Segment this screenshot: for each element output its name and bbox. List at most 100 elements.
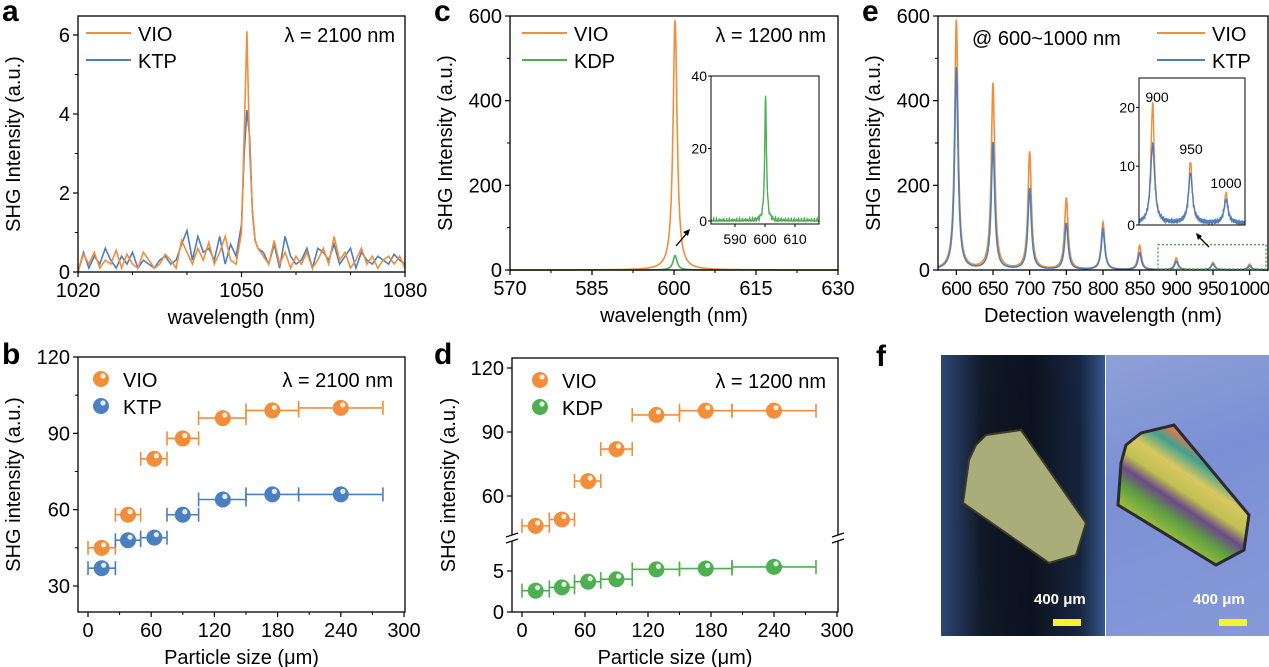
panel-b-x-axis-label: Particle size (μm) (164, 647, 319, 667)
panel-b-point-ktp (146, 529, 163, 546)
panel-b-y-tick-label: 60 (48, 500, 70, 522)
panel-b-point-ktp (174, 506, 191, 523)
panel-a-x-tick-label: 1020 (56, 280, 101, 302)
panel-e-inset-frame (1138, 77, 1246, 226)
panel-b-point-ktp-highlight (222, 493, 228, 500)
panel-e-x-tick-label: 700 (1015, 279, 1045, 300)
panel-b-point-vio (120, 506, 137, 523)
panel-d-y-tick-label: 60 (482, 486, 504, 508)
panel-e-inset-peak-label: 1000 (1210, 175, 1241, 191)
panel-d-point-kdp-body (766, 558, 782, 575)
panel-d-axis-break-gap-left (506, 535, 518, 541)
panel-d-point-vio-highlight (587, 475, 593, 481)
panel-e-inset-y-tick-label: 20 (1119, 99, 1135, 115)
panel-b-point-vio (93, 539, 110, 556)
panel-d-point-kdp-body (580, 573, 597, 590)
panel-b-point-ktp (264, 486, 281, 503)
panel-b-legend-marker-ktp (93, 398, 109, 414)
panel-d-point-vio-body (553, 511, 570, 528)
panel-e-x-axis-label: Detection wavelength (nm) (984, 305, 1222, 327)
panel-b-x-tick-label: 240 (324, 620, 357, 642)
panel-c-y-tick-label: 600 (469, 6, 502, 28)
panel-b-point-ktp (120, 532, 137, 549)
micrograph-brightfield: 400 μm (941, 355, 1105, 636)
panel-d-legend-marker-kdp-body (532, 399, 548, 415)
panel-d-point-vio-body (580, 473, 597, 490)
panel-d-y-tick-label: 5 (493, 561, 504, 583)
panel-b-point-ktp-body (264, 486, 281, 503)
panel-c-x-tick-label: 600 (657, 278, 690, 300)
panel-b-point-vio-highlight (153, 453, 159, 459)
panel-d-legend-marker-kdp (532, 399, 548, 415)
panel-e-y-axis-label: SHG Intensity (a.u.) (863, 55, 885, 231)
panel-c-inset-x-tick-label: 600 (753, 231, 777, 247)
panel-d-point-vio-body (608, 441, 625, 458)
panel-a-y-tick-label: 0 (59, 262, 70, 284)
panel-e-inset-arrowhead (1196, 233, 1202, 240)
panel-e-annotation: @ 600~1000 nm (972, 28, 1121, 50)
panel-d-axis-break-mark (505, 532, 519, 538)
panel-b-point-vio-body (332, 399, 349, 416)
panel-d-legend-marker-vio-highlight (539, 374, 545, 380)
panel-b-x-tick-label: 0 (82, 620, 93, 642)
panel-b-legend-label-ktp: KTP (123, 397, 162, 419)
panel-b-x-tick-label: 120 (198, 620, 231, 642)
panel-e-inset-arrow (1198, 236, 1210, 248)
panel-d-point-vio (608, 441, 625, 458)
panel-b-point-ktp (93, 560, 110, 577)
panel-c-x-tick-label: 585 (575, 278, 608, 300)
panel-b-legend-label-vio: VIO (123, 370, 157, 392)
panel-d-point-vio-highlight (535, 520, 541, 526)
panel-d-point-kdp (697, 560, 714, 577)
panel-b-point-ktp-highlight (101, 562, 107, 568)
panel-b-point-vio-highlight (101, 542, 107, 548)
panel-e-inset-series-vio (1138, 101, 1246, 226)
panel-b-point-vio (264, 402, 281, 419)
panel-d-point-kdp-highlight (587, 576, 593, 582)
panel-c-inset-y-tick-label: 20 (691, 141, 707, 157)
panel-d-point-vio-highlight (773, 405, 779, 411)
panel-e-x-tick-label: 850 (1125, 279, 1155, 300)
panel-d-x-tick-label: 60 (574, 620, 596, 642)
panel-label-b: b (2, 338, 21, 371)
panel-e-x-tick-label: 900 (1161, 279, 1191, 300)
panel-b-point-ktp-highlight (127, 534, 133, 540)
panel-b-legend-marker-vio (93, 371, 109, 387)
panel-a-annotation: λ = 2100 nm (284, 25, 395, 47)
panel-b-point-vio-body (174, 430, 191, 447)
panel-b-legend-marker-ktp-body (93, 398, 109, 414)
panel-e-inset-peak-label: 950 (1179, 141, 1203, 157)
panel-c-y-tick-label: 400 (469, 91, 502, 113)
panel-d-point-kdp-highlight (615, 573, 622, 579)
panel-b-point-vio-highlight (182, 432, 188, 439)
panel-d-point-kdp-body (527, 582, 544, 599)
panel-b-y-tick-label: 90 (48, 423, 70, 445)
panel-b-point-vio-highlight (222, 412, 228, 418)
panel-a-y-tick-label: 2 (59, 183, 70, 205)
panel-e-y-tick-label: 0 (919, 260, 930, 282)
panel-c-inset-x-tick-label: 610 (783, 231, 807, 247)
panel-e-y-tick-label: 400 (897, 91, 930, 113)
panel-b-x-tick-label: 300 (387, 620, 420, 642)
panel-d-axis-break-gap-right (832, 535, 844, 541)
panel-b-point-vio (332, 399, 349, 416)
panel-e-zoom-region-box (1157, 243, 1267, 270)
panel-b-point-vio-body (146, 450, 163, 467)
panel-a-x-tick-label: 1050 (219, 280, 264, 302)
panel-d-point-vio-body (527, 517, 544, 534)
panel-a-series-ktp (77, 110, 406, 273)
panel-c-inset-y-tick-label: 40 (691, 68, 707, 84)
panel-d-legend-marker-vio-body (532, 372, 548, 388)
panel-b-point-vio-highlight (271, 404, 277, 411)
panel-c-x-tick-label: 630 (821, 278, 854, 300)
panel-c-inset-y-tick-label: 0 (699, 213, 707, 229)
panel-d-point-kdp-highlight (655, 563, 662, 569)
panel-b-y-axis-label: SHG intensity (a.u.) (3, 397, 25, 572)
panel-c-inset-arrow (675, 232, 688, 247)
panel-c-y-axis-label: SHG Intensity (a.u.) (435, 55, 457, 231)
panel-d-point-vio-body (766, 402, 782, 419)
panel-d-x-tick-label: 180 (694, 620, 727, 642)
panel-c-x-tick-label: 615 (739, 278, 772, 300)
panel-d-point-vio (766, 402, 782, 419)
